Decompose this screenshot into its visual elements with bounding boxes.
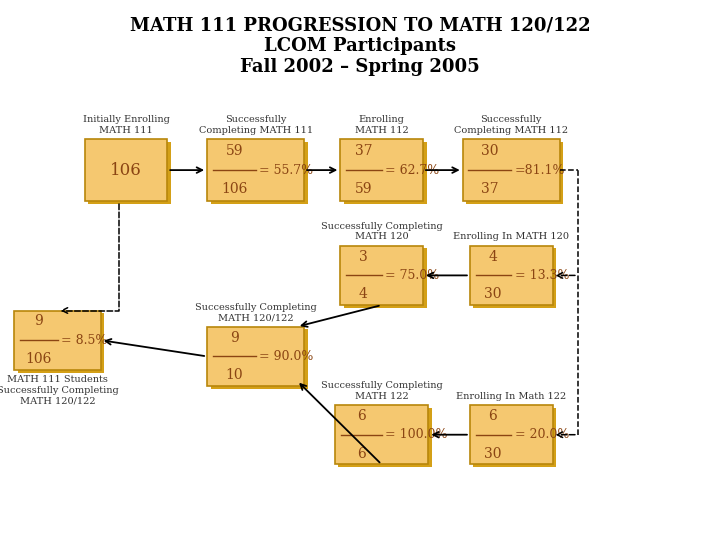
Text: Successfully
Completing MATH 111: Successfully Completing MATH 111 (199, 116, 312, 134)
Text: 106: 106 (221, 182, 248, 196)
Text: = 75.0%: = 75.0% (385, 269, 439, 282)
Text: = 90.0%: = 90.0% (259, 350, 314, 363)
FancyBboxPatch shape (341, 139, 423, 201)
Text: Enrolling In MATH 120: Enrolling In MATH 120 (453, 232, 570, 241)
Text: Initially Enrolling
MATH 111: Initially Enrolling MATH 111 (83, 116, 169, 134)
FancyBboxPatch shape (207, 139, 304, 201)
FancyBboxPatch shape (85, 139, 167, 201)
FancyBboxPatch shape (462, 139, 560, 201)
FancyBboxPatch shape (210, 141, 308, 204)
Text: 9: 9 (230, 330, 238, 345)
Text: Successfully Completing
MATH 120/122: Successfully Completing MATH 120/122 (194, 303, 317, 322)
FancyBboxPatch shape (474, 248, 556, 308)
FancyBboxPatch shape (341, 246, 423, 305)
Text: 4: 4 (359, 287, 368, 301)
Text: 6: 6 (489, 409, 498, 423)
Text: 6: 6 (356, 409, 365, 423)
Text: = 8.5%: = 8.5% (61, 334, 107, 347)
Text: 3: 3 (359, 249, 368, 264)
Text: = 20.0%: = 20.0% (515, 428, 569, 441)
FancyBboxPatch shape (18, 313, 104, 373)
Text: MATH 111 Students
Successfully Completing
MATH 120/122: MATH 111 Students Successfully Completin… (0, 375, 119, 405)
Text: 30: 30 (485, 287, 502, 301)
Text: Enrolling
MATH 112: Enrolling MATH 112 (355, 116, 408, 134)
Text: = 55.7%: = 55.7% (259, 164, 314, 177)
FancyBboxPatch shape (207, 327, 304, 386)
Text: 37: 37 (354, 144, 372, 158)
Text: Successfully Completing
MATH 120: Successfully Completing MATH 120 (320, 222, 443, 241)
Text: Successfully
Completing MATH 112: Successfully Completing MATH 112 (454, 116, 568, 134)
Text: = 62.7%: = 62.7% (385, 164, 439, 177)
Text: =81.1%: =81.1% (515, 164, 566, 177)
Text: 59: 59 (225, 144, 243, 158)
Text: = 100.0%: = 100.0% (385, 428, 448, 441)
Text: 4: 4 (489, 249, 498, 264)
Text: MATH 111 PROGRESSION TO MATH 120/122
LCOM Participants
Fall 2002 – Spring 2005: MATH 111 PROGRESSION TO MATH 120/122 LCO… (130, 16, 590, 76)
Text: 59: 59 (355, 182, 372, 196)
FancyBboxPatch shape (210, 329, 308, 389)
Text: 106: 106 (25, 352, 52, 366)
Text: Successfully Completing
MATH 122: Successfully Completing MATH 122 (320, 381, 443, 401)
FancyBboxPatch shape (474, 408, 556, 467)
FancyBboxPatch shape (14, 310, 101, 370)
Text: 10: 10 (225, 368, 243, 382)
Text: 37: 37 (481, 182, 499, 196)
Text: 106: 106 (110, 161, 142, 179)
Text: Enrolling In Math 122: Enrolling In Math 122 (456, 392, 567, 401)
Text: 30: 30 (481, 144, 498, 158)
FancyBboxPatch shape (469, 246, 553, 305)
Text: 6: 6 (356, 447, 365, 461)
FancyBboxPatch shape (89, 141, 171, 204)
FancyBboxPatch shape (344, 141, 426, 204)
FancyBboxPatch shape (335, 405, 428, 464)
Text: 9: 9 (35, 314, 43, 328)
FancyBboxPatch shape (469, 405, 553, 464)
FancyBboxPatch shape (338, 408, 432, 467)
FancyBboxPatch shape (467, 141, 563, 204)
Text: = 13.3%: = 13.3% (515, 269, 569, 282)
FancyBboxPatch shape (344, 248, 426, 308)
Text: 30: 30 (485, 447, 502, 461)
